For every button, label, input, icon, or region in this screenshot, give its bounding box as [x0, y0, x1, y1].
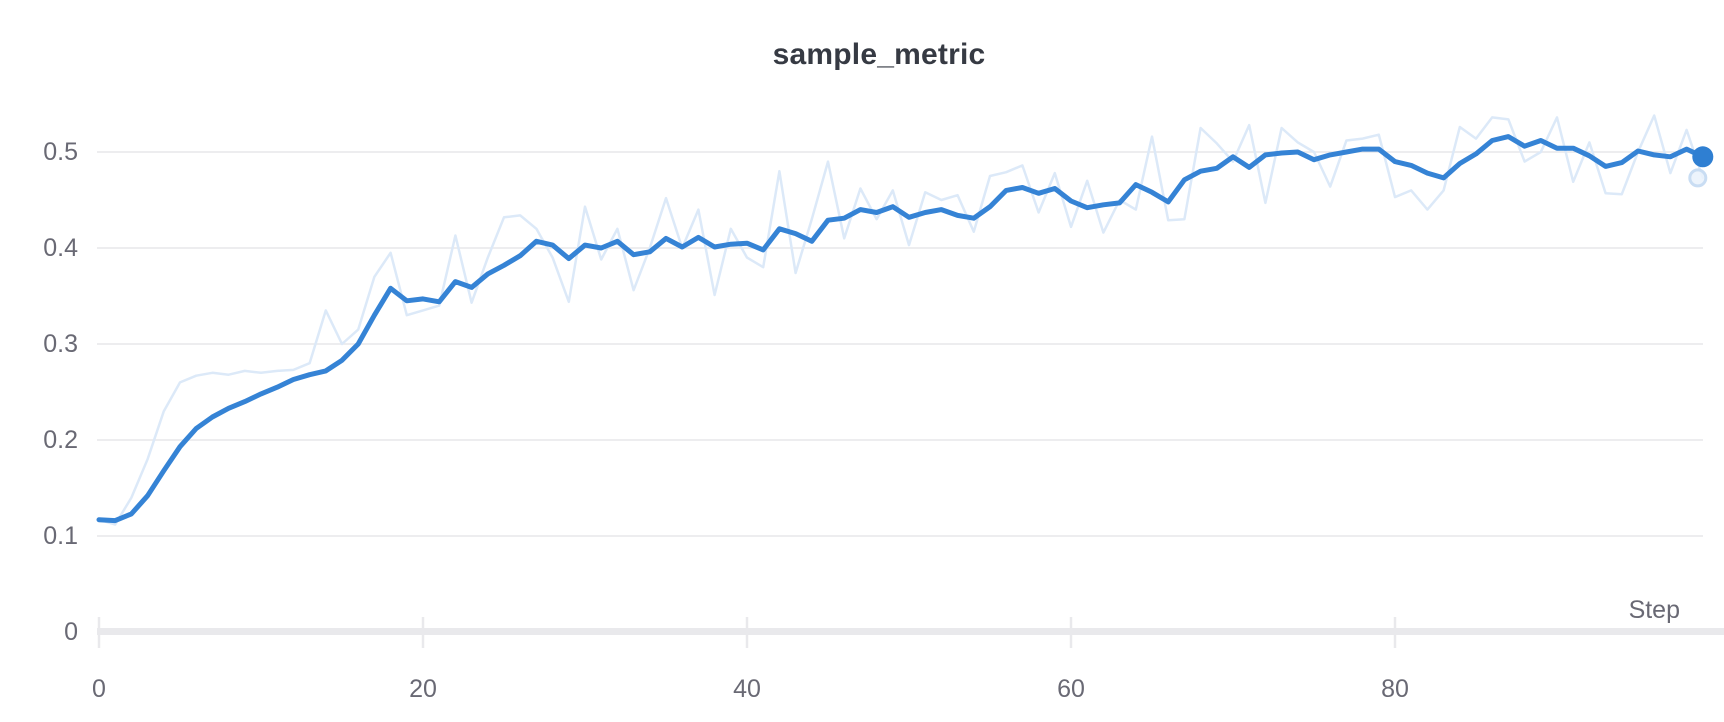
y-tick-label: 0.1: [43, 522, 78, 550]
x-axis-bar: [97, 628, 1724, 635]
plot-area[interactable]: [97, 95, 1703, 632]
x-tick-label: 20: [409, 675, 437, 703]
y-tick-label: 0.2: [43, 426, 78, 454]
y-tick-label: 0: [64, 618, 78, 646]
y-tick-label: 0.4: [43, 234, 78, 262]
x-tick-label: 40: [733, 675, 761, 703]
x-tick-label: 60: [1057, 675, 1085, 703]
y-tick-label: 0.3: [43, 330, 78, 358]
smoothed-endpoint-dot: [1692, 146, 1714, 168]
y-tick-label: 0.5: [43, 138, 78, 166]
x-tick-label: 80: [1381, 675, 1409, 703]
chart-title: sample_metric: [772, 38, 986, 71]
x-tick-label: 0: [92, 675, 106, 703]
raw-endpoint-ring: [1688, 168, 1708, 188]
smoothed-line: [96, 134, 1706, 524]
raw-line: [97, 114, 1705, 526]
x-axis-title: Step: [1629, 596, 1680, 624]
